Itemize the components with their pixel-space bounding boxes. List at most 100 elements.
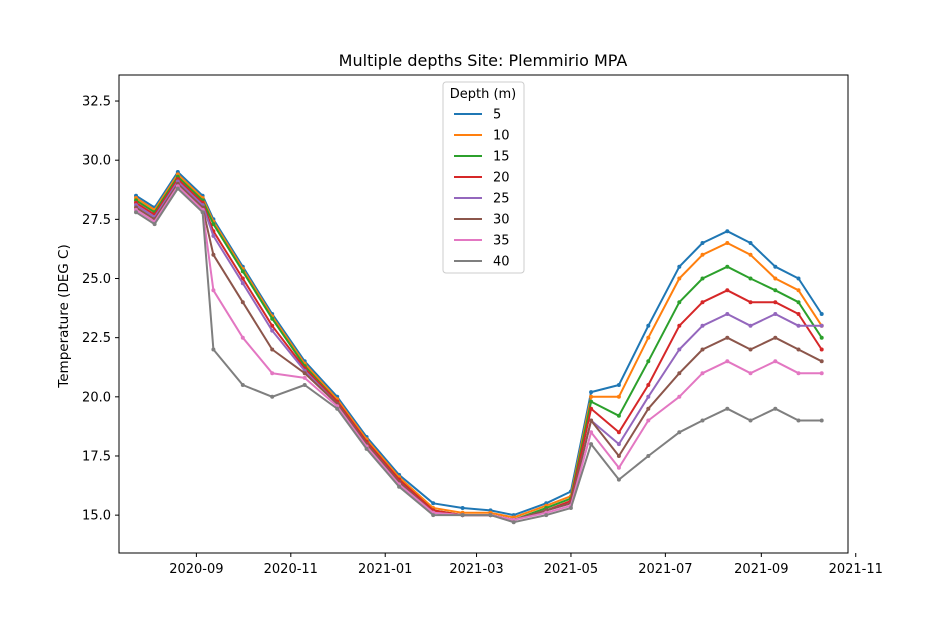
axis-layer: 2020-09 2020-11 2021-01 2021-03 2021-05 2021-… xyxy=(82,95,883,577)
data-point-30 xyxy=(700,347,705,352)
data-point-15 xyxy=(819,335,824,340)
data-point-30 xyxy=(796,347,801,352)
data-point-25 xyxy=(270,328,275,333)
data-point-25 xyxy=(646,394,651,399)
x-tick-label: 2021-07 xyxy=(638,562,692,577)
data-point-20 xyxy=(270,323,275,328)
data-point-25 xyxy=(725,312,730,316)
data-point-10 xyxy=(646,335,651,340)
y-tick-label: 27.5 xyxy=(82,213,111,228)
data-point-25 xyxy=(677,347,682,352)
data-point-10 xyxy=(700,252,705,257)
data-point-40 xyxy=(748,418,753,423)
data-point-40 xyxy=(819,418,824,423)
data-point-15 xyxy=(773,288,778,293)
y-tick-label: 17.5 xyxy=(82,449,111,464)
legend-label-35: 35 xyxy=(493,234,510,249)
legend-label-30: 30 xyxy=(493,213,510,228)
y-tick-label: 32.5 xyxy=(82,95,111,110)
data-point-10 xyxy=(677,276,682,281)
plot-frame xyxy=(118,74,849,554)
data-point-10 xyxy=(773,276,778,281)
data-point-35 xyxy=(211,288,216,293)
data-point-30 xyxy=(725,335,730,340)
data-point-25 xyxy=(616,442,621,447)
data-point-40 xyxy=(488,513,493,518)
data-point-15 xyxy=(677,300,682,305)
data-point-5 xyxy=(700,241,705,245)
data-point-25 xyxy=(796,323,801,328)
data-point-40 xyxy=(152,222,157,227)
data-point-35 xyxy=(616,465,621,470)
data-point-40 xyxy=(270,394,275,399)
data-point-15 xyxy=(211,222,216,227)
data-point-5 xyxy=(773,264,778,269)
data-point-35 xyxy=(646,418,651,423)
legend-label-10: 10 xyxy=(493,129,510,144)
data-point-40 xyxy=(240,383,245,387)
data-point-20 xyxy=(240,276,245,281)
data-point-35 xyxy=(748,371,753,376)
data-point-20 xyxy=(700,300,705,305)
legend: Depth (m) 5 10 15 20 25 30 35 40 xyxy=(442,81,525,274)
data-point-15 xyxy=(616,413,621,418)
data-point-20 xyxy=(748,300,753,305)
data-point-35 xyxy=(677,394,682,399)
data-point-40 xyxy=(589,442,594,447)
data-point-25 xyxy=(240,281,245,286)
data-point-35 xyxy=(302,375,307,380)
data-point-20 xyxy=(589,406,594,411)
data-point-40 xyxy=(796,418,801,423)
data-point-5 xyxy=(796,276,801,281)
data-point-35 xyxy=(240,335,245,340)
data-point-5 xyxy=(725,229,730,234)
data-point-5 xyxy=(460,506,465,510)
data-point-30 xyxy=(240,300,245,305)
y-tick-label: 22.5 xyxy=(82,331,111,346)
data-point-40 xyxy=(211,347,216,352)
x-tick-label: 2020-11 xyxy=(264,562,318,577)
data-point-30 xyxy=(748,347,753,352)
data-point-40 xyxy=(511,520,516,525)
data-point-20 xyxy=(819,347,824,352)
data-point-40 xyxy=(544,513,549,518)
data-point-25 xyxy=(748,323,753,328)
y-tick-label: 25.0 xyxy=(82,272,111,287)
data-point-5 xyxy=(431,501,436,506)
data-point-40 xyxy=(725,406,730,411)
data-point-40 xyxy=(646,454,651,458)
data-point-20 xyxy=(796,312,801,316)
data-point-30 xyxy=(589,418,594,423)
data-point-15 xyxy=(240,269,245,274)
legend-box xyxy=(442,81,525,274)
data-point-15 xyxy=(270,316,275,321)
data-point-10 xyxy=(748,252,753,257)
data-point-15 xyxy=(700,276,705,281)
data-point-20 xyxy=(616,430,621,435)
data-point-35 xyxy=(796,371,801,376)
x-tick-label: 2021-01 xyxy=(358,562,412,577)
data-point-40 xyxy=(175,186,180,191)
data-point-5 xyxy=(677,264,682,269)
x-tick-label: 2021-09 xyxy=(734,562,788,577)
series-layer xyxy=(134,170,824,525)
data-point-20 xyxy=(646,383,651,387)
x-tick-label: 2021-05 xyxy=(544,562,598,577)
legend-title: Depth (m) xyxy=(450,87,517,102)
data-point-40 xyxy=(302,383,307,387)
data-point-40 xyxy=(200,210,205,215)
data-point-30 xyxy=(773,335,778,340)
data-point-30 xyxy=(646,406,651,411)
chart-title: Multiple depths Site: Plemmirio MPA xyxy=(339,51,628,70)
data-point-40 xyxy=(364,446,369,451)
data-point-30 xyxy=(819,359,824,364)
data-point-40 xyxy=(700,418,705,423)
data-point-30 xyxy=(211,252,216,257)
x-tick-label: 2021-11 xyxy=(829,562,883,577)
data-point-40 xyxy=(335,406,340,411)
data-point-35 xyxy=(773,359,778,364)
legend-label-40: 40 xyxy=(493,255,510,270)
data-point-35 xyxy=(589,430,594,435)
data-point-5 xyxy=(748,241,753,245)
